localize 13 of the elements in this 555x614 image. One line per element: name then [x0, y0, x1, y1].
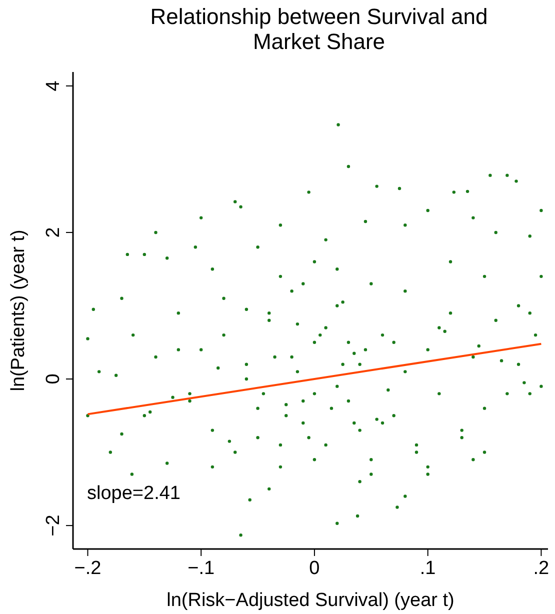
x-tick-label: −.2 [74, 558, 102, 579]
y-tick-label: 0 [43, 374, 64, 384]
x-tick-label: .1 [420, 558, 436, 579]
y-axis-title: ln(Patients) (year t) [8, 230, 29, 392]
annotation: slope=2.41 [87, 483, 180, 504]
chart-title: Relationship between Survival and Market Share [150, 4, 488, 54]
y-tick-label: 4 [43, 80, 64, 92]
y-tick-label: 2 [43, 227, 64, 238]
y-tick-label: −2 [43, 514, 64, 536]
x-tick-label: .2 [533, 558, 550, 579]
x-tick-label: 0 [309, 558, 320, 579]
x-axis-title: ln(Risk−Adjusted Survival) (year t) [166, 590, 454, 611]
x-tick-label: −.1 [188, 558, 215, 579]
